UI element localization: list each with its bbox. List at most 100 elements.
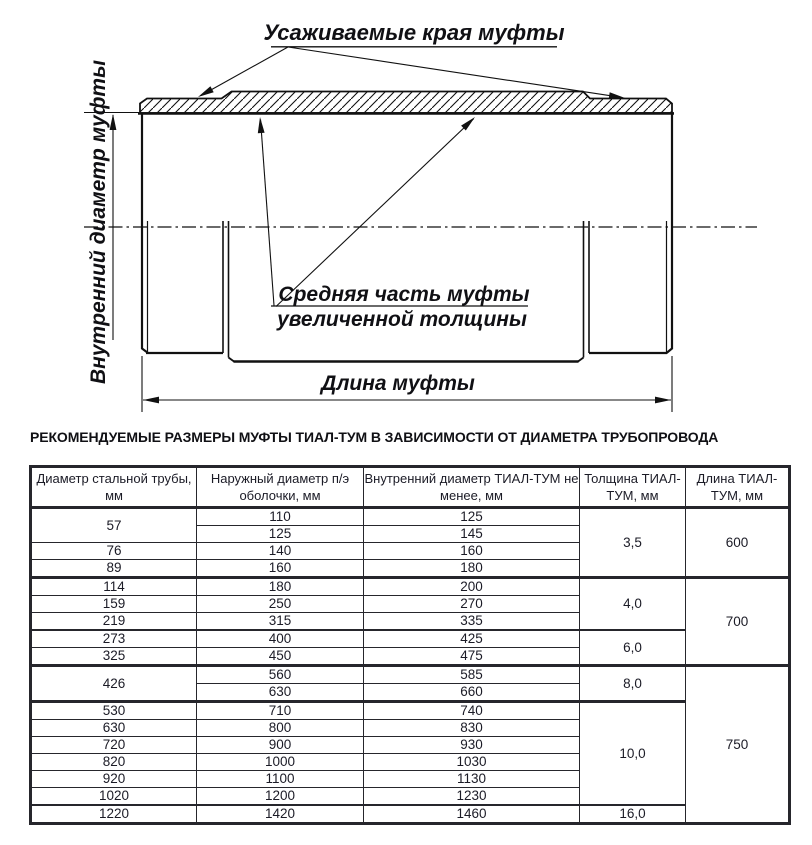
table-cell: 270 — [363, 595, 580, 613]
table-row: 89 160 180 — [30, 559, 790, 578]
table-cell: 1220 — [30, 804, 197, 824]
table-cell: 400 — [196, 629, 364, 648]
leader-line — [259, 119, 275, 306]
table-row: 273 400 425 6,0 — [30, 629, 790, 666]
table-cell: 1100 — [196, 770, 364, 788]
table-row: 219 315 335 — [30, 612, 790, 631]
dimensions-table: Диаметр стальной трубы, мм Наружный диам… — [29, 465, 791, 825]
table-cell: 720 — [30, 736, 197, 754]
table-cell-thickness: 3,5 — [579, 507, 686, 578]
table-cell: 180 — [196, 576, 364, 596]
right-step-chamfer — [577, 356, 585, 363]
table-cell-thickness: 6,0 — [579, 629, 686, 666]
table-cell: 425 — [363, 629, 580, 648]
length-label: Длина муфты — [319, 372, 475, 395]
table-cell: 89 — [30, 559, 197, 578]
table-cell: 159 — [30, 595, 197, 613]
table-cell: 660 — [363, 683, 580, 702]
table-cell: 160 — [363, 542, 580, 560]
table-row: 530 710 740 10,0 — [30, 700, 790, 806]
column-header: Диаметр стальной трубы, мм — [30, 466, 197, 509]
table-cell: 710 — [196, 700, 364, 720]
table-cell: 630 — [196, 683, 364, 702]
table-cell: 315 — [196, 612, 364, 631]
table-cell-thickness: 16,0 — [579, 804, 686, 824]
table-cell: 335 — [363, 612, 580, 631]
arrowhead — [198, 86, 214, 97]
table-cell: 250 — [196, 595, 364, 613]
shrink-edges-callout: Усаживаемые края муфты — [198, 20, 625, 99]
table-cell: 273 — [30, 629, 197, 648]
table-cell: 1420 — [196, 804, 364, 824]
table-cell: 125 — [363, 507, 580, 526]
leader-line — [287, 46, 622, 98]
table-cell: 145 — [363, 525, 580, 543]
table-cell: 800 — [196, 719, 364, 737]
table-row: 630 660 — [31, 683, 790, 702]
leader-line — [275, 118, 474, 307]
shrink-band — [139, 90, 673, 114]
table-cell: 930 — [363, 736, 580, 754]
table-cell: 125 — [196, 525, 364, 543]
table-cell: 630 — [30, 719, 197, 737]
table-row: 920 1100 1130 — [30, 770, 790, 788]
table-cell: 219 — [30, 612, 197, 631]
table-cell: 450 — [196, 647, 364, 666]
table-cell: 920 — [30, 770, 197, 788]
table-cell-length: 750 — [685, 664, 790, 824]
table-cell-thickness: 4,0 — [579, 576, 686, 631]
table-cell: 1230 — [363, 787, 580, 806]
table-heading: РЕКОМЕНДУЕМЫЕ РАЗМЕРЫ МУФТЫ ТИАЛ-ТУМ В З… — [30, 429, 719, 445]
table-cell: 57 — [30, 507, 197, 543]
middle-part-label-line2: увеличенной толщины — [276, 308, 527, 331]
column-header: Внутренний диаметр ТИАЛ-ТУМ не менее, мм — [363, 466, 580, 509]
body-left-edge — [140, 114, 149, 354]
header-row: Диаметр стальной трубы, мм Наружный диам… — [30, 466, 790, 509]
table-cell: 900 — [196, 736, 364, 754]
arrowhead — [608, 92, 625, 99]
arrowhead — [109, 114, 117, 130]
table-cell: 740 — [363, 700, 580, 720]
table-row: 1020 1200 1230 — [30, 787, 790, 806]
table-cell: 1130 — [363, 770, 580, 788]
table-cell: 1020 — [30, 787, 197, 806]
middle-part-label-line1: Средняя часть муфты — [278, 283, 529, 306]
table-cell: 76 — [30, 542, 197, 560]
length-dimension: Длина муфты — [141, 356, 673, 412]
table-cell: 1000 — [196, 753, 364, 771]
arrowhead — [257, 117, 265, 134]
table-row: 76 140 160 — [30, 542, 790, 560]
table-cell: 560 — [196, 664, 364, 684]
arrowhead — [655, 396, 671, 404]
inner-diameter-label: Внутренний диаметр муфты — [87, 60, 110, 384]
table-cell: 1030 — [363, 753, 580, 771]
table-cell: 114 — [30, 576, 197, 596]
table-cell: 585 — [363, 664, 580, 684]
table-cell: 475 — [363, 647, 580, 666]
table-cell-length: 700 — [685, 576, 790, 666]
middle-part-callout: Средняя часть муфты увеличенной толщины — [257, 117, 530, 331]
table-cell-thickness: 10,0 — [579, 700, 686, 806]
column-header: Длина ТИАЛ-ТУМ, мм — [685, 466, 790, 509]
table-cell: 200 — [363, 576, 580, 596]
table-row: 1220 1420 1460 16,0 — [30, 804, 790, 824]
table-row: 159 250 270 — [30, 595, 790, 613]
table-row: 114 180 200 4,0 700 — [30, 576, 790, 666]
table-cell: 110 — [196, 507, 364, 526]
table-cell: 160 — [196, 559, 364, 578]
coupling-drawing: Усаживаемые края муфты Средняя часть муф… — [84, 20, 757, 412]
arrowhead — [143, 396, 159, 404]
table-cell-thickness: 8,0 — [579, 664, 686, 702]
table-cell: 830 — [363, 719, 580, 737]
table-cell: 325 — [30, 647, 197, 666]
table-cell: 1200 — [196, 787, 364, 806]
body-right-edge — [665, 114, 674, 354]
table-cell: 140 — [196, 542, 364, 560]
arrowhead — [461, 117, 475, 131]
column-header: Толщина ТИАЛ-ТУМ, мм — [579, 466, 686, 509]
column-header: Наружный диаметр п/э оболочки, мм — [196, 466, 364, 509]
table-cell: 180 — [363, 559, 580, 578]
table-cell: 426 — [30, 664, 197, 702]
table-cell: 820 — [30, 753, 197, 771]
